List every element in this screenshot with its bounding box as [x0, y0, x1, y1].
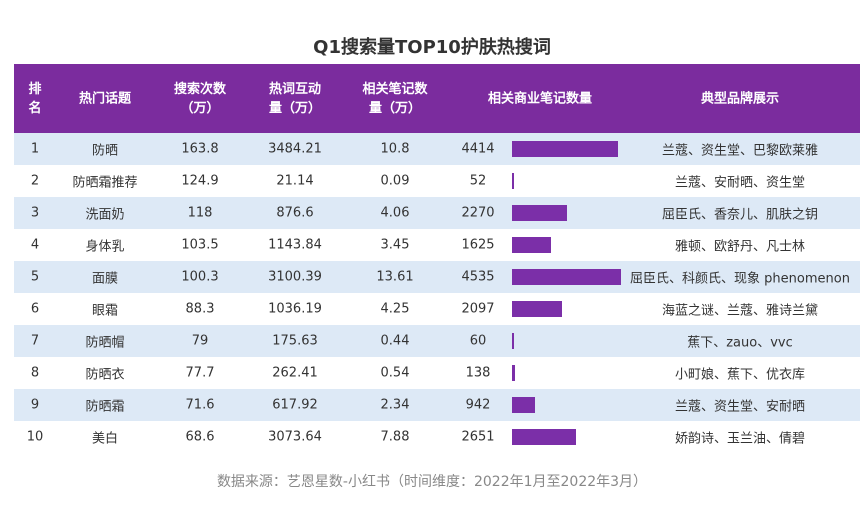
- bar: [512, 397, 535, 413]
- cell: 262.41: [272, 365, 318, 381]
- cell: 0.54: [380, 365, 410, 381]
- cell: 2: [30, 173, 40, 189]
- cell: 防晒: [91, 143, 119, 159]
- cell: 3.45: [380, 237, 410, 253]
- cell: 942: [465, 397, 491, 413]
- cell: 1: [30, 141, 40, 157]
- cell: 蕉下、zauo、vvc: [687, 335, 793, 351]
- cell: 77.7: [185, 365, 215, 381]
- cell: 2.34: [380, 397, 410, 413]
- cell: 100.3: [181, 269, 219, 285]
- cell: 1625: [461, 237, 495, 253]
- cell: 2097: [461, 301, 495, 317]
- cell: 13.61: [376, 269, 414, 285]
- cell: 876.6: [276, 205, 314, 221]
- cell: 防晒霜: [85, 399, 125, 415]
- cell: 0.44: [380, 333, 410, 349]
- cell: 防晒霜推荐: [72, 175, 138, 191]
- cell: 6: [30, 301, 40, 317]
- cell: 美白: [91, 431, 119, 447]
- cell: 4535: [461, 269, 495, 285]
- cell: 屈臣氏、香奈儿、肌肤之钥: [661, 207, 819, 223]
- cell: 3: [30, 205, 40, 221]
- cell: 防晒帽: [85, 335, 125, 351]
- cell: 118: [187, 205, 213, 221]
- header-cell: 排 名: [28, 82, 42, 116]
- cell: 雅顿、欧舒丹、凡士林: [674, 239, 806, 255]
- bar: [512, 141, 619, 157]
- cell: 0.09: [380, 173, 410, 189]
- cell: 88.3: [185, 301, 215, 317]
- header-cell: 热门话题: [78, 91, 132, 107]
- cell: 3100.39: [268, 269, 322, 285]
- cell: 兰蔻、安耐晒、资生堂: [674, 175, 806, 191]
- cell: 3073.64: [268, 429, 322, 445]
- bar: [512, 365, 516, 381]
- cell: 175.63: [272, 333, 318, 349]
- cell: 兰蔻、资生堂、安耐晒: [674, 399, 806, 415]
- cell: 103.5: [181, 237, 219, 253]
- row-bg: [14, 197, 860, 229]
- cell: 5: [30, 269, 40, 285]
- cell: 21.14: [276, 173, 314, 189]
- cell: 4414: [461, 141, 495, 157]
- bar: [512, 269, 621, 285]
- header-cell: 相关笔记数 量（万）: [362, 82, 428, 116]
- row-bg: [14, 133, 860, 165]
- cell: 71.6: [185, 397, 215, 413]
- title: Q1搜索量TOP10护肤热搜词: [313, 37, 551, 58]
- bar: [512, 173, 514, 189]
- cell: 52: [469, 173, 487, 189]
- cell: 4.06: [380, 205, 410, 221]
- bar: [512, 429, 576, 445]
- cell: 617.92: [272, 397, 318, 413]
- cell: 124.9: [181, 173, 219, 189]
- row-bg: [14, 325, 860, 357]
- cell: 3484.21: [268, 141, 322, 157]
- cell: 眼霜: [91, 303, 119, 319]
- cell: 1036.19: [268, 301, 322, 317]
- cell: 小町娘、蕉下、优衣库: [674, 367, 806, 383]
- cell: 138: [465, 365, 491, 381]
- header-cell: 典型品牌展示: [700, 91, 780, 107]
- header-cell: 相关商业笔记数量: [487, 91, 593, 107]
- bar: [512, 333, 514, 349]
- cell: 79: [191, 333, 209, 349]
- row-bg: [14, 389, 860, 421]
- cell: 163.8: [181, 141, 219, 157]
- footer: 数据来源：艺恩星数-小红书（时间维度：2022年1月至2022年3月）: [216, 474, 648, 490]
- cell: 68.6: [185, 429, 215, 445]
- cell: 4.25: [380, 301, 410, 317]
- row-bg: [14, 261, 860, 293]
- cell: 洗面奶: [85, 207, 125, 223]
- header-cell: 热词互动 量（万）: [268, 82, 322, 116]
- cell: 1143.84: [268, 237, 322, 253]
- cell: 10: [26, 429, 44, 445]
- cell: 60: [469, 333, 487, 349]
- cell: 4: [30, 237, 40, 253]
- cell: 兰蔻、资生堂、巴黎欧莱雅: [661, 143, 819, 159]
- cell: 防晒衣: [85, 367, 125, 383]
- header-bg: [14, 64, 860, 133]
- cell: 娇韵诗、玉兰油、倩碧: [674, 431, 806, 447]
- cell: 7.88: [380, 429, 410, 445]
- bar: [512, 205, 567, 221]
- cell: 面膜: [91, 271, 119, 287]
- cell: 海蓝之谜、兰蔻、雅诗兰黛: [661, 303, 819, 319]
- bar: [512, 301, 563, 317]
- cell: 10.8: [380, 141, 410, 157]
- cell: 屈臣氏、科颜氏、现象 phenomenon: [630, 271, 850, 287]
- cell: 9: [30, 397, 40, 413]
- cell: 2651: [461, 429, 495, 445]
- bar: [512, 237, 552, 253]
- header-cell: 搜索次数 （万）: [173, 82, 227, 116]
- cell: 8: [30, 365, 40, 381]
- cell: 2270: [461, 205, 495, 221]
- cell: 身体乳: [85, 239, 125, 255]
- cell: 7: [30, 333, 40, 349]
